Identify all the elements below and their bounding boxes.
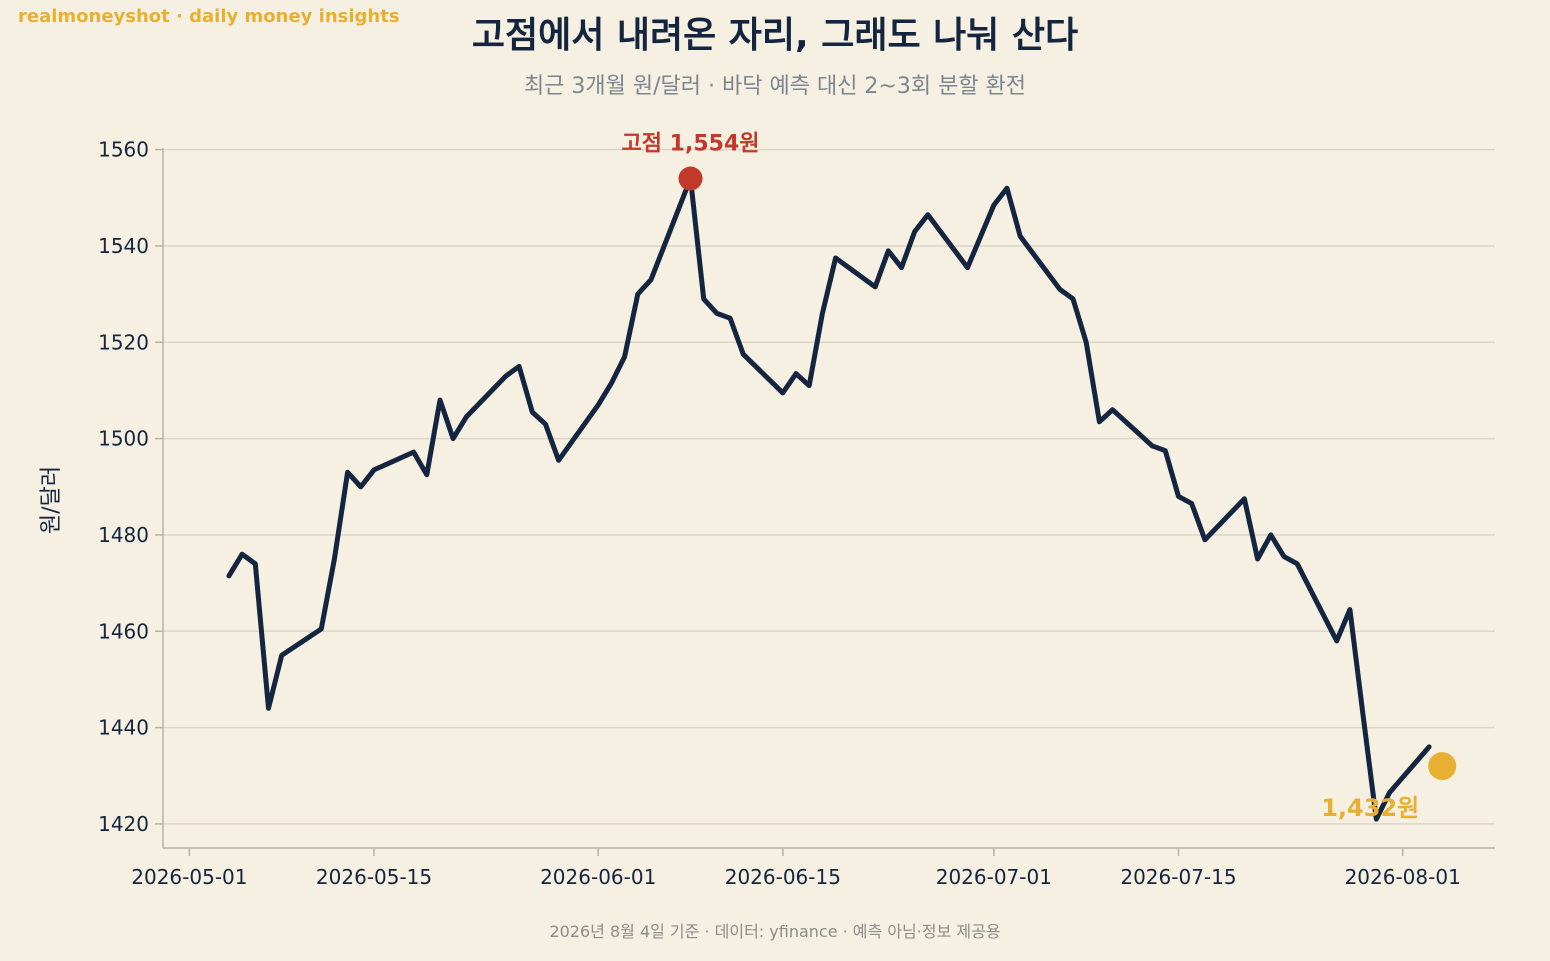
axes	[162, 148, 1495, 849]
x-tick-label: 2026-05-01	[131, 865, 247, 889]
y-tick-label: 1460	[98, 619, 149, 643]
y-tick-label: 1420	[98, 812, 149, 836]
y-tick-label: 1540	[98, 234, 149, 258]
series-line	[226, 176, 1432, 822]
last-label: 1,432원	[1321, 794, 1419, 822]
x-tick-label: 2026-07-01	[936, 865, 1052, 889]
series-group	[226, 176, 1432, 822]
y-tick-label: 1560	[98, 138, 149, 162]
y-tick-label: 1520	[98, 330, 149, 354]
x-tick-label: 2026-06-01	[540, 865, 656, 889]
grid-lines	[163, 148, 1495, 825]
highlight-points: 고점 1,554원 1,432원	[622, 132, 1457, 822]
y-axis-ticks: 1420 1440 1460 1480 1500 1520 1540 1560	[98, 138, 163, 836]
brand-label: realmoneyshot · daily money insights	[18, 6, 400, 27]
chart-subtitle: 최근 3개월 원/달러 · 바닥 예측 대신 2~3회 분할 환전	[523, 74, 1027, 99]
peak-marker	[678, 166, 703, 191]
last-marker	[1428, 752, 1457, 781]
x-axis-ticks: 2026-05-01 2026-05-15 2026-06-01 2026-06-15…	[131, 848, 1461, 889]
y-tick-label: 1480	[98, 523, 149, 547]
y-axis-label: 원/달러	[39, 466, 64, 534]
peak-label: 고점 1,554원	[622, 132, 760, 157]
y-tick-label: 1440	[98, 716, 149, 740]
x-tick-label: 2026-07-15	[1120, 865, 1236, 889]
x-tick-label: 2026-06-15	[725, 865, 841, 889]
x-tick-label: 2026-08-01	[1345, 865, 1461, 889]
x-tick-label: 2026-05-15	[316, 865, 432, 889]
chart-title: 고점에서 내려온 자리, 그래도 나눠 산다	[471, 15, 1079, 56]
footer-note: 2026년 8월 4일 기준 · 데이터: yfinance · 예측 아님·정…	[549, 922, 1001, 941]
y-tick-label: 1500	[98, 427, 149, 451]
